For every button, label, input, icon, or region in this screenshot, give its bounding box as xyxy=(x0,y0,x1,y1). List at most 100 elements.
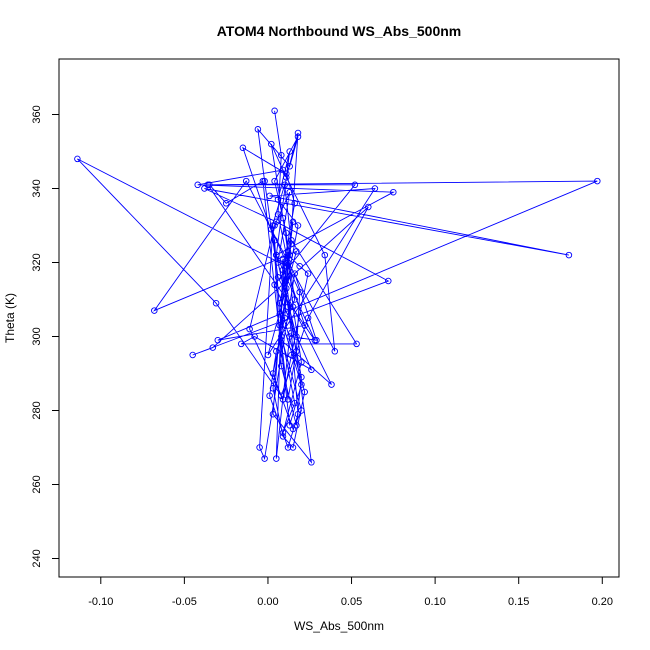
data-point xyxy=(261,455,268,462)
data-point xyxy=(276,311,283,318)
data-point xyxy=(279,396,287,403)
data-point xyxy=(385,277,392,285)
data-point xyxy=(296,262,303,270)
data-point xyxy=(201,185,208,192)
chart-title: ATOM4 Northbound WS_Abs_500nm xyxy=(217,23,462,39)
data-point xyxy=(286,188,293,196)
data-point xyxy=(254,126,262,133)
y-tick-label: 300 xyxy=(31,327,43,345)
y-tick-label: 260 xyxy=(31,475,43,493)
data-point xyxy=(246,325,253,333)
data-point xyxy=(269,370,277,377)
plot-frame xyxy=(58,58,620,578)
data-point xyxy=(293,348,300,355)
data-point xyxy=(301,322,308,329)
data-point xyxy=(286,251,293,259)
y-tick-label: 360 xyxy=(31,105,43,123)
data-point xyxy=(279,214,287,222)
data-point xyxy=(271,237,278,244)
data-point xyxy=(204,181,212,189)
x-tick-label: 0.10 xyxy=(424,596,445,608)
y-tick-label: 280 xyxy=(31,401,43,419)
data-point xyxy=(353,340,360,348)
data-point xyxy=(278,151,285,159)
data-point xyxy=(268,140,275,148)
data-point xyxy=(273,251,280,259)
data-point xyxy=(212,299,220,307)
data-point xyxy=(242,177,250,185)
data-point xyxy=(251,333,258,340)
data-point xyxy=(274,196,282,203)
data-point xyxy=(288,329,295,337)
data-point xyxy=(288,240,295,248)
data-point xyxy=(271,281,278,288)
data-point xyxy=(284,396,292,403)
data-point xyxy=(294,222,302,229)
data-point xyxy=(286,163,293,170)
data-point xyxy=(328,381,335,388)
data-point xyxy=(273,455,280,462)
data-point xyxy=(259,177,267,185)
data-point xyxy=(371,185,379,192)
data-point xyxy=(298,381,305,388)
data-point xyxy=(151,307,158,314)
data-point xyxy=(286,148,293,155)
data-point xyxy=(278,392,285,399)
data-point xyxy=(390,188,397,196)
x-tick-label: 0.00 xyxy=(257,596,278,608)
data-point xyxy=(283,262,290,270)
data-point xyxy=(222,200,230,207)
data-point xyxy=(291,200,298,207)
data-point xyxy=(286,333,293,340)
data-point xyxy=(284,259,292,266)
data-point xyxy=(294,133,302,140)
data-point xyxy=(273,348,280,355)
data-point xyxy=(289,444,297,451)
x-axis-label: WS_Abs_500nm xyxy=(294,619,384,633)
data-point xyxy=(288,237,295,244)
data-point xyxy=(304,314,312,322)
data-point xyxy=(266,392,273,399)
data-point xyxy=(301,388,308,396)
data-point xyxy=(271,107,278,115)
x-tick-label: 0.15 xyxy=(508,596,529,608)
data-point xyxy=(74,155,81,163)
data-point xyxy=(594,177,601,185)
data-point xyxy=(209,344,217,351)
x-tick-label: -0.10 xyxy=(88,596,113,608)
data-point xyxy=(331,348,339,355)
data-point xyxy=(279,433,287,440)
y-tick-label: 340 xyxy=(31,179,43,197)
data-point xyxy=(214,336,222,344)
x-axis: -0.10 -0.05 0.00 0.05 0.10 0.15 0.20 xyxy=(88,576,613,608)
data-point xyxy=(256,444,263,451)
data-point xyxy=(279,166,287,174)
data-point xyxy=(293,248,300,255)
data-point xyxy=(308,366,315,374)
data-point xyxy=(274,274,282,281)
data-point xyxy=(293,422,300,429)
data-point xyxy=(283,170,290,177)
data-point xyxy=(266,192,273,200)
data-point xyxy=(268,225,275,233)
data-point xyxy=(351,181,359,189)
data-point xyxy=(291,399,298,407)
y-axis: 240 260 280 300 320 340 360 xyxy=(31,105,60,568)
data-point xyxy=(288,351,295,359)
data-point xyxy=(294,129,302,137)
data-point xyxy=(276,299,283,307)
data-point xyxy=(291,296,298,303)
data-point xyxy=(284,248,292,255)
series-layer xyxy=(74,107,601,466)
data-point xyxy=(189,351,196,359)
data-point xyxy=(279,255,287,263)
data-point xyxy=(276,322,283,329)
y-tick-label: 240 xyxy=(31,549,43,567)
data-point xyxy=(284,303,292,311)
x-tick-label: 0.05 xyxy=(341,596,362,608)
data-point xyxy=(271,177,278,185)
data-point xyxy=(284,251,292,259)
series-line xyxy=(77,110,598,464)
data-point xyxy=(296,288,303,296)
